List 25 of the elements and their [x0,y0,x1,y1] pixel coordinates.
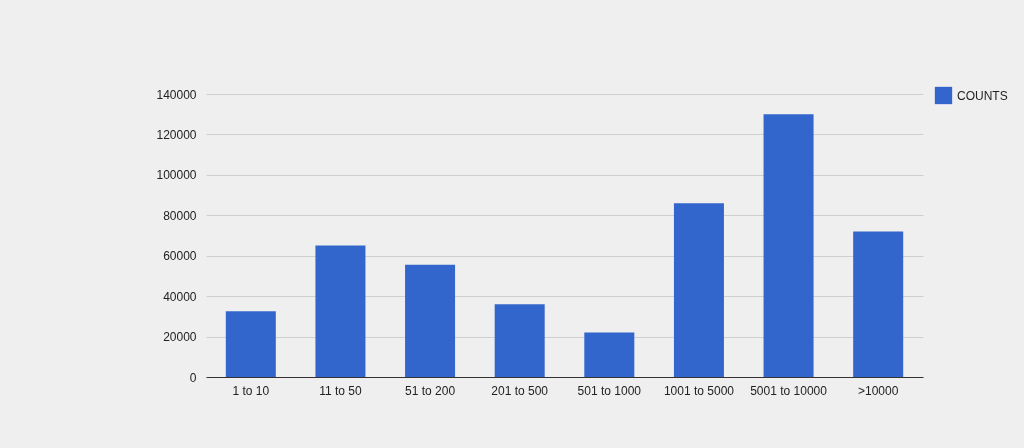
x-tick-label: 5001 to 10000 [750,383,828,398]
y-tick-label: 60000 [163,249,197,264]
y-tick-label: 20000 [163,330,197,345]
y-tick-label: 40000 [163,289,197,304]
x-tick-label: 51 to 200 [405,383,456,398]
legend-label: COUNTS [957,88,1008,103]
x-tick-label: 201 to 500 [491,383,549,398]
bar [673,203,724,377]
bar [584,332,635,377]
x-tick-label: 11 to 50 [319,383,362,398]
x-tick-label: 1 to 10 [232,383,270,398]
bar [853,231,904,377]
y-tick-label: 0 [189,370,197,385]
y-tick-label: 140000 [156,87,197,102]
bar [763,114,814,377]
x-tick-label: >10000 [857,383,899,398]
y-tick-label: 80000 [163,208,197,223]
bar [405,264,456,377]
y-tick-label: 100000 [156,168,197,183]
x-tick-label: 501 to 1000 [577,383,642,398]
x-tick-label: 1001 to 5000 [663,383,735,398]
bar [225,311,276,377]
y-tick-label: 120000 [156,127,197,142]
bar [494,304,545,377]
bar [315,245,366,377]
